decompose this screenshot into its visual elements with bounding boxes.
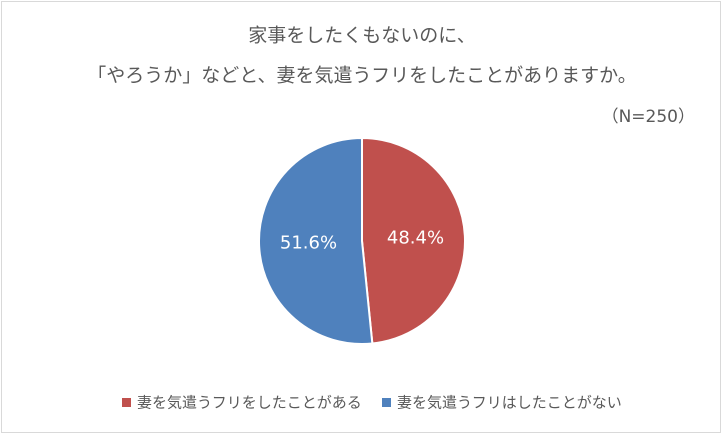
legend-swatch (382, 398, 391, 407)
legend-label: 妻を気遣うフリはしたことがない (397, 394, 622, 412)
chart-title: 家事をしたくもないのに、 (248, 25, 475, 47)
chart-subtitle: （N=250） (602, 107, 695, 127)
pie-slice (258, 136, 374, 345)
pie-slice (361, 136, 466, 345)
legend-swatch (122, 398, 131, 407)
legend-label: 妻を気遣うフリをしたことがある (137, 394, 362, 412)
data-label: 48.4% (387, 227, 444, 248)
data-label: 51.6% (280, 233, 337, 254)
chart-title: 「やろうか」などと、妻を気遣うフリをしたことがありますか。 (87, 65, 636, 87)
